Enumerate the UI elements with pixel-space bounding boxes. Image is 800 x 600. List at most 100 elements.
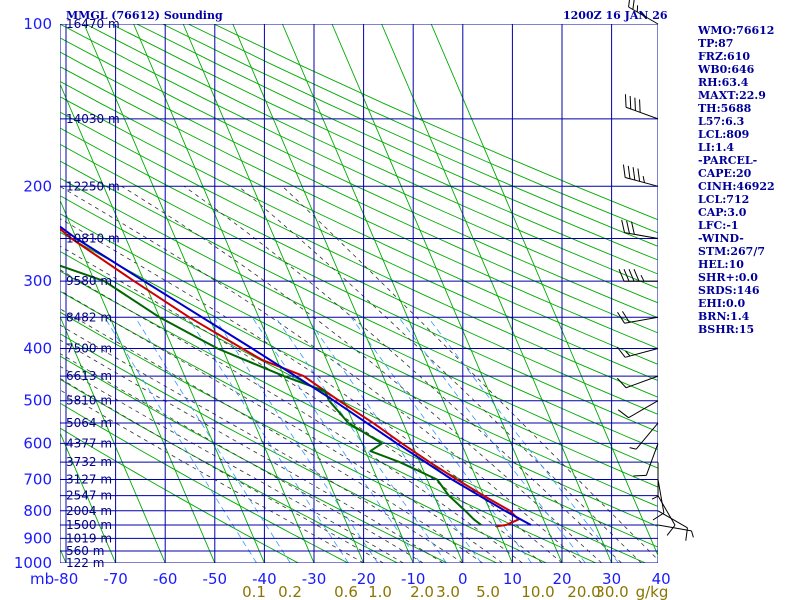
barb-staff — [635, 422, 659, 450]
moist-adiabat — [183, 185, 622, 563]
height-label: 3127 m — [66, 473, 112, 487]
wind-barb — [616, 346, 659, 358]
height-label: 3732 m — [66, 455, 112, 469]
wind-barb — [622, 164, 659, 187]
moist-adiabat — [60, 308, 483, 563]
temperature-tick-label: -40 — [252, 570, 277, 588]
stat-item: SRDS:146 — [698, 284, 760, 297]
barb-half — [636, 5, 639, 13]
height-labels: 16470 m 14030 m 12250 m 10810 m 9580 m 8482 m… — [66, 17, 120, 570]
height-label: 16470 m — [66, 17, 120, 31]
temperature-tick-label: 10 — [503, 570, 522, 588]
height-label: 4377 m — [66, 436, 112, 450]
dry-adiabat — [60, 80, 658, 365]
stat-item: RH:63.4 — [698, 76, 749, 89]
barb-staff — [628, 400, 659, 419]
barb-full — [666, 524, 676, 536]
stat-item: SHR+:0.0 — [698, 271, 758, 284]
wind-barbs — [616, 0, 694, 541]
temperature-tick-label: -20 — [351, 570, 376, 588]
barb-full — [628, 0, 631, 8]
temperature-tick-label: -50 — [203, 570, 228, 588]
height-label: 1019 m — [66, 531, 112, 545]
barb-full — [632, 167, 636, 181]
barb-full — [616, 377, 627, 389]
height-label: 12250 m — [66, 179, 120, 193]
chart-series — [60, 225, 532, 528]
parcel-trace — [60, 225, 532, 526]
isotherm — [182, 24, 414, 563]
moist-adiabat — [60, 353, 424, 563]
pressure-tick-label: 300 — [23, 272, 52, 290]
wind-barb — [628, 0, 659, 25]
barb-full — [633, 269, 640, 282]
stat-item: LFC:-1 — [698, 219, 739, 232]
isotherm — [133, 24, 365, 563]
dry-adiabat — [60, 160, 658, 451]
pressure-tick-label: 800 — [23, 502, 52, 520]
mixing-ratio-line — [213, 317, 379, 563]
isotherm — [60, 199, 216, 563]
stat-item: L57:6.3 — [698, 115, 745, 128]
barb-full — [634, 97, 636, 111]
stat-item: LCL:712 — [698, 193, 750, 206]
wind-barb — [617, 400, 659, 419]
pressure-tick-label: 500 — [23, 392, 52, 410]
dry-adiabat — [60, 51, 658, 334]
height-label: 6613 m — [66, 369, 112, 383]
stat-item: -PARCEL- — [698, 154, 758, 167]
barb-full — [633, 474, 647, 477]
stat-item: HEL:10 — [698, 258, 744, 271]
barb-staff — [625, 348, 659, 358]
stat-item: MAXT:22.9 — [698, 89, 766, 102]
barb-staff — [625, 106, 659, 120]
dry-adiabat — [60, 402, 349, 563]
barb-staff — [645, 443, 659, 476]
mixing-ratio-unit: g/kg — [636, 583, 669, 600]
height-label: 8482 m — [66, 310, 112, 324]
isotherm — [60, 431, 117, 563]
height-label: 122 m — [66, 556, 104, 570]
barb-full — [624, 94, 627, 108]
stat-item: CINH:46922 — [698, 180, 775, 193]
height-label: 560 m — [66, 544, 104, 558]
wind-barb — [657, 495, 676, 536]
barb-full — [632, 0, 636, 10]
barb-staff — [657, 510, 688, 529]
barb-full — [631, 221, 635, 235]
wind-barb — [633, 443, 659, 477]
barb-staff — [657, 495, 676, 526]
wind-barb — [652, 479, 665, 521]
isotherm — [60, 82, 265, 563]
mixing-ratio-label: 0.6 — [334, 583, 358, 600]
temperature-tick-label: -80 — [54, 570, 79, 588]
pressure-tick-label: 200 — [23, 177, 52, 195]
temperature-tick-label: 20 — [552, 570, 571, 588]
barb-half — [629, 447, 637, 450]
stat-item: -WIND- — [698, 232, 744, 245]
moist-adiabat — [60, 377, 384, 563]
barb-full — [626, 220, 630, 234]
barb-half — [651, 495, 659, 500]
stat-item: TH:5688 — [698, 102, 752, 115]
barb-half — [625, 350, 631, 357]
mixing-ratio-line — [306, 317, 482, 563]
barb-full — [627, 165, 631, 179]
dry-adiabat — [60, 66, 658, 349]
sounding-indices: WMO:76612 TP:87 FRZ:610 WB0:646 RH:63.4 MAXT:… — [698, 24, 775, 336]
mixing-ratio-label: 20.0 — [567, 583, 600, 600]
barb-full — [622, 164, 626, 178]
wind-barb — [657, 524, 694, 538]
mixing-ratio-label: 0.1 — [242, 583, 266, 600]
stat-item: STM:267/7 — [698, 245, 765, 258]
stat-item: WB0:646 — [698, 63, 755, 76]
mixing-ratio-label: 0.2 — [278, 583, 302, 600]
temperature-tick-label: 40 — [652, 570, 671, 588]
pressure-tick-label: 600 — [23, 434, 52, 452]
barb-half — [640, 274, 645, 282]
height-label: 1500 m — [66, 518, 112, 532]
mixing-ratio-label: 2.0 — [410, 583, 434, 600]
stat-item: TP:87 — [698, 37, 734, 50]
